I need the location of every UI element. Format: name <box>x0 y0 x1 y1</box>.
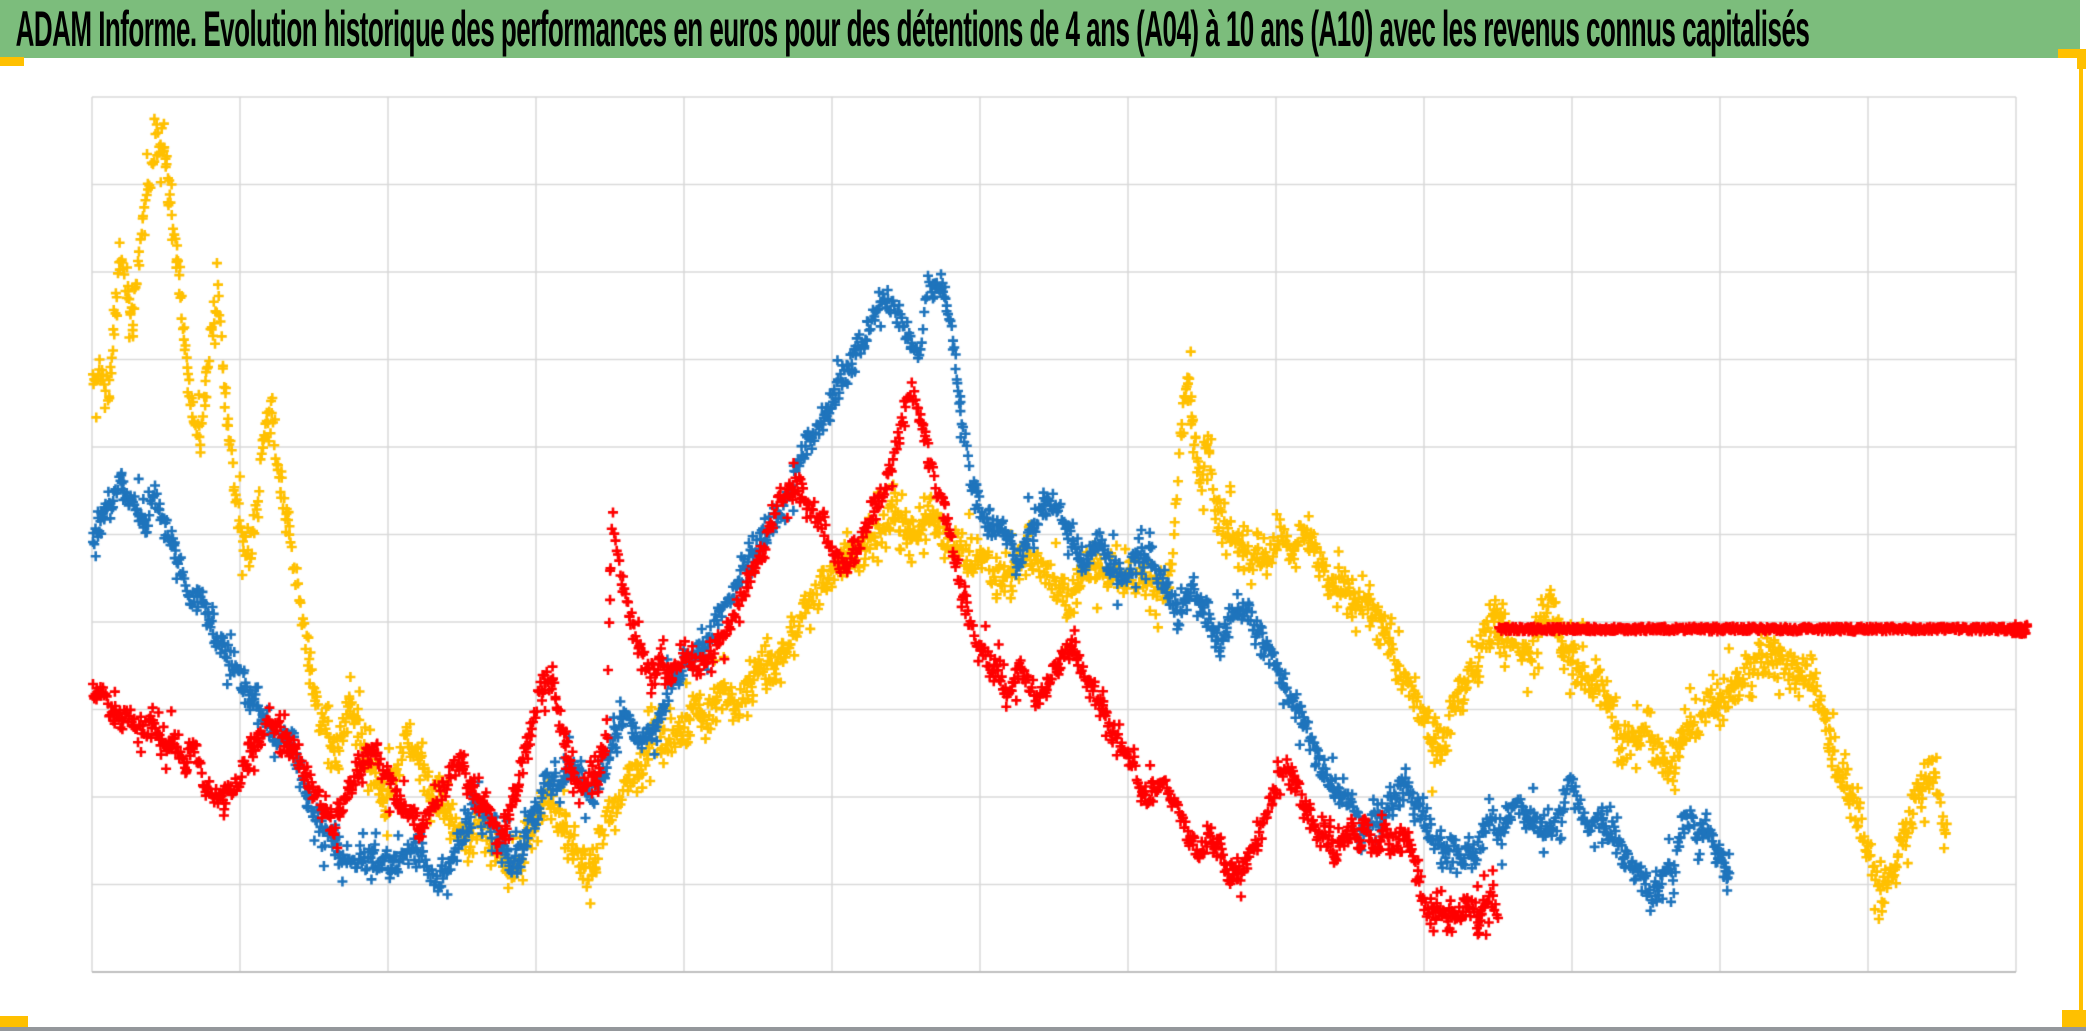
accent-bottom-right <box>2062 1010 2086 1027</box>
accent-top-right-bracket-h <box>2058 49 2086 58</box>
accent-top-right-bracket-v <box>2077 49 2086 69</box>
title-bar: ADAM Informe. Evolution historique des p… <box>0 0 2080 58</box>
accent-right-edge-line <box>2079 60 2083 1018</box>
accent-top-left <box>0 57 24 66</box>
accent-bottom-left <box>0 1016 28 1028</box>
slide-title: ADAM Informe. Evolution historique des p… <box>15 1 1810 57</box>
bottom-bar <box>0 1027 2086 1031</box>
